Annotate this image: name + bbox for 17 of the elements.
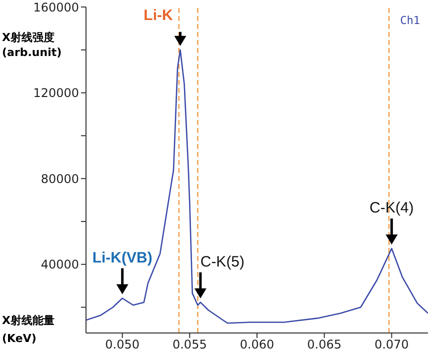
x-tick-label: 0.050 (105, 338, 140, 351)
x-axis-title: X射线能量 (KeV) (2, 313, 54, 347)
line-series (86, 49, 428, 324)
x-tick-label: 0.055 (172, 338, 207, 351)
y-axis-title: X射线强度 (arb.unit) (2, 30, 62, 60)
y-tick-label: 80000 (40, 172, 79, 186)
x-tick-label: 0.065 (307, 338, 342, 351)
x-tick-label: 0.070 (374, 338, 409, 351)
x-tick-label: 0.060 (240, 338, 274, 351)
annotation: C-K(5) (200, 253, 245, 270)
y-tick-label: 40000 (40, 258, 79, 272)
annotation: Li-K(VB) (92, 249, 152, 266)
annotation: Li-K (144, 6, 173, 24)
y-tick-label: 120000 (33, 86, 79, 100)
y-tick-label: 160000 (33, 0, 79, 14)
annotation: C-K(4) (370, 199, 414, 216)
annotation: Ch1 (400, 14, 420, 27)
